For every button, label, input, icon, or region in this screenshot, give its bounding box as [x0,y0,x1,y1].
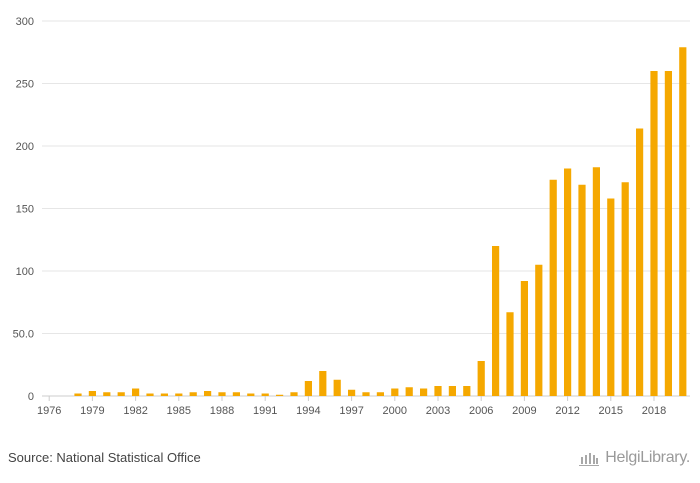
gridlines [42,20,690,397]
x-tick-label: 2000 [383,405,407,417]
bar-2001 [405,387,413,396]
bar-1987 [204,391,212,396]
bar-1979 [88,391,96,396]
bar-1982 [132,388,140,396]
y-tick-label: 0 [28,391,34,403]
bar-1997 [348,389,356,396]
bar-1981 [117,392,125,396]
bar-2002 [420,388,428,396]
bar-1999 [376,392,384,396]
bar-2005 [463,386,471,396]
bar-2014 [592,167,600,396]
bar-1993 [290,392,298,396]
bar-1990 [247,393,255,396]
bar-2020 [679,47,687,396]
x-tick-label: 2012 [555,405,579,417]
y-tick-label: 150 [16,204,34,216]
bar-1978 [74,393,82,396]
bar-1984 [160,393,168,396]
bar-1989 [232,392,240,396]
bar-1988 [218,392,226,396]
x-axis-ticks: 1976 1979 1982 1985 1988 1991 1994 1997 2000 2003… [37,396,666,417]
y-axis-ticks: 0 50.0 100 150 200 250 300 [13,16,34,403]
x-tick-label: 1979 [80,405,104,417]
logo-text: HelgiLibrary. [605,449,690,466]
bar-1995 [319,371,327,396]
bars [74,47,687,396]
x-tick-label: 2003 [426,405,450,417]
bar-2006 [477,361,485,396]
bar-2009 [520,281,528,396]
bar-2013 [578,184,586,396]
bar-2017 [636,128,644,396]
bar-2012 [564,168,572,396]
bar-2003 [434,386,442,396]
bar-2004 [448,386,456,396]
bar-1983 [146,393,154,396]
bar-1996 [333,379,341,396]
x-tick-label: 1982 [123,405,147,417]
y-tick-label: 200 [16,141,34,153]
y-tick-label: 300 [16,16,34,28]
x-tick-label: 2018 [642,405,666,417]
bar-2011 [549,179,557,396]
x-tick-label: 1994 [296,405,320,417]
x-tick-label: 1976 [37,405,61,417]
library-building-icon [579,453,600,466]
x-tick-label: 2015 [599,405,623,417]
x-tick-label: 2009 [512,405,536,417]
bar-2019 [664,71,672,396]
bar-1986 [189,392,197,396]
bar-2010 [535,264,543,396]
x-tick-label: 1985 [167,405,191,417]
x-tick-label: 1991 [253,405,277,417]
y-tick-label: 250 [16,79,34,91]
bar-2016 [621,182,629,396]
y-tick-label: 50.0 [13,329,34,341]
bar-2007 [492,246,500,396]
bar-chart: 0 50.0 100 150 200 250 300 1976 1979 1982 1985 198… [13,16,690,417]
y-tick-label: 100 [16,266,34,278]
bar-2000 [391,388,399,396]
bar-1994 [304,381,312,396]
bar-1998 [362,392,370,396]
x-tick-label: 2006 [469,405,493,417]
helgilibrary-logo: HelgiLibrary. [577,449,690,467]
source-note: Source: National Statistical Office [8,450,201,465]
bar-1991 [261,393,269,396]
bar-2015 [607,198,615,396]
bar-1980 [103,392,111,396]
x-tick-label: 1997 [339,405,363,417]
bar-2018 [650,71,658,396]
bar-1985 [175,393,183,396]
bar-1992 [276,394,284,396]
x-tick-label: 1988 [210,405,234,417]
bar-2008 [506,312,514,396]
